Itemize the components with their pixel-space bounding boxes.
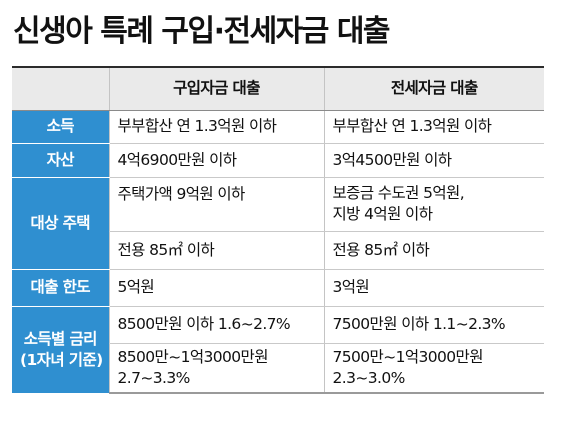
header-corner xyxy=(12,66,109,111)
row-label-rate-line2: (1자녀 기준) xyxy=(20,350,103,369)
cell-housing-price-purchase: 주택가액 9억원 이하 xyxy=(108,177,324,232)
table-row-income: 소득 부부합산 연 1.3억원 이하 부부합산 연 1.3억원 이하 xyxy=(12,110,544,144)
comparison-table: 구입자금 대출 전세자금 대출 소득 부부합산 연 1.3억원 이하 부부합산 … xyxy=(12,66,544,394)
cell-income-jeonse: 부부합산 연 1.3억원 이하 xyxy=(323,110,544,144)
cell-rate-high-purchase: 8500만~1억3000만원 2.7~3.3% xyxy=(108,343,324,394)
cell-housing-deposit-jeonse-line1: 보증금 수도권 5억원, xyxy=(332,184,465,202)
table-row-rate-2: 8500만~1억3000만원 2.7~3.3% 7500만~1억3000만원 2… xyxy=(12,343,544,394)
cell-housing-deposit-jeonse: 보증금 수도권 5억원, 지방 4억원 이하 xyxy=(323,177,544,232)
cell-assets-purchase: 4억6900만원 이하 xyxy=(108,143,324,178)
cell-rate-high-purchase-line1: 8500만~1억3000만원 xyxy=(117,347,269,366)
header-purchase-loan: 구입자금 대출 xyxy=(108,66,324,111)
row-label-income: 소득 xyxy=(12,110,109,144)
table-header-row: 구입자금 대출 전세자금 대출 xyxy=(12,66,544,111)
cell-rate-high-purchase-line2: 2.7~3.3% xyxy=(117,368,191,387)
loan-comparison-table: 구입자금 대출 전세자금 대출 소득 부부합산 연 1.3억원 이하 부부합산 … xyxy=(12,66,544,414)
cell-rate-low-jeonse: 7500만원 이하 1.1~2.3% xyxy=(323,306,544,344)
cell-housing-area-purchase: 전용 85㎡ 이하 xyxy=(108,231,324,270)
row-label-limit: 대출 한도 xyxy=(12,269,109,307)
cell-rate-low-purchase: 8500만원 이하 1.6~2.7% xyxy=(108,306,324,344)
page-title: 신생아 특례 구입·전세자금 대출 xyxy=(13,14,391,49)
cell-rate-high-jeonse-line1: 7500만~1억3000만원 xyxy=(332,347,484,366)
row-label-rate: 소득별 금리 (1자녀 기준) xyxy=(12,306,109,394)
header-jeonse-loan: 전세자금 대출 xyxy=(323,66,544,111)
cell-rate-high-jeonse-line2: 2.3~3.0% xyxy=(332,368,406,387)
table-row-rate-1: 소득별 금리 (1자녀 기준) 8500만원 이하 1.6~2.7% 7500만… xyxy=(12,306,544,394)
table-row-assets: 자산 4억6900만원 이하 3억4500만원 이하 xyxy=(12,143,544,178)
row-label-housing: 대상 주택 xyxy=(12,177,109,270)
table-row-housing-1: 대상 주택 주택가액 9억원 이하 보증금 수도권 5억원, 지방 4억원 이하 xyxy=(12,177,544,270)
row-label-assets: 자산 xyxy=(12,143,109,178)
cell-assets-jeonse: 3억4500만원 이하 xyxy=(323,143,544,178)
table-row-limit: 대출 한도 5억원 3억원 xyxy=(12,269,544,307)
cell-housing-area-jeonse: 전용 85㎡ 이하 xyxy=(323,231,544,270)
table-row-housing-2: 전용 85㎡ 이하 전용 85㎡ 이하 xyxy=(12,231,544,270)
cell-limit-jeonse: 3억원 xyxy=(323,269,544,307)
row-label-rate-line1: 소득별 금리 xyxy=(23,329,98,348)
cell-rate-high-jeonse: 7500만~1억3000만원 2.3~3.0% xyxy=(323,343,544,394)
cell-housing-deposit-jeonse-line2: 지방 4억원 이하 xyxy=(332,205,433,223)
cell-limit-purchase: 5억원 xyxy=(108,269,324,307)
cell-income-purchase: 부부합산 연 1.3억원 이하 xyxy=(108,110,324,144)
